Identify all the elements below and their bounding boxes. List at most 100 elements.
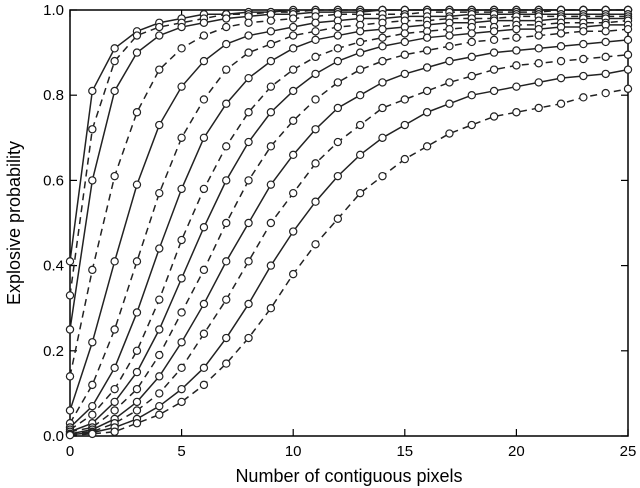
x-tick-label: 20 (508, 443, 525, 460)
data-point (65, 257, 75, 266)
data-point (199, 329, 209, 338)
data-point (601, 27, 610, 36)
data-point (155, 22, 164, 32)
data-point (155, 410, 164, 419)
data-point (199, 380, 209, 390)
data-point (489, 27, 499, 36)
data-point (467, 37, 476, 47)
data-point (132, 397, 142, 407)
series-8 (65, 16, 633, 434)
data-point (534, 103, 543, 113)
data-point (512, 82, 521, 91)
data-point (355, 48, 365, 57)
y-tick-label: 0.4 (43, 258, 64, 275)
data-point (489, 112, 499, 121)
series-line (69, 9, 628, 377)
axis-ticks (69, 9, 629, 437)
data-point (110, 406, 119, 415)
series-line (69, 9, 628, 296)
data-point (623, 35, 633, 45)
data-point (199, 299, 209, 309)
data-point (110, 257, 119, 266)
data-point (445, 78, 454, 87)
data-point (177, 397, 186, 407)
data-point (132, 367, 142, 377)
data-point (222, 218, 231, 228)
data-point (88, 380, 97, 390)
data-point (132, 384, 142, 394)
data-point (422, 86, 432, 96)
data-point (244, 176, 253, 185)
data-point (422, 108, 432, 117)
series-6 (65, 12, 633, 428)
data-point (177, 44, 186, 53)
data-point (88, 401, 97, 411)
series-line (69, 17, 628, 429)
data-point (222, 257, 231, 266)
data-point (110, 86, 119, 96)
series-14 (65, 84, 633, 440)
data-point (132, 346, 142, 355)
data-point (422, 142, 432, 151)
data-point (88, 410, 97, 419)
data-point (289, 150, 298, 160)
data-point (266, 304, 276, 313)
data-point (110, 171, 119, 181)
data-point (445, 129, 454, 138)
data-point (579, 54, 588, 64)
data-point (65, 406, 75, 415)
data-point (378, 171, 387, 181)
data-point (155, 120, 164, 130)
data-point (155, 188, 164, 198)
data-point (110, 325, 119, 334)
data-point (177, 184, 186, 194)
data-point (110, 56, 119, 66)
data-point (378, 24, 387, 34)
series-12 (65, 50, 633, 439)
data-point (623, 65, 633, 74)
data-point (132, 48, 142, 57)
data-point (311, 159, 320, 168)
data-point (177, 82, 186, 91)
data-point (467, 90, 476, 100)
data-point (445, 56, 454, 66)
data-point (556, 29, 566, 38)
data-point (355, 150, 365, 160)
series-line (69, 9, 628, 330)
data-point (155, 65, 164, 74)
x-tick-label: 25 (620, 443, 637, 460)
y-tick-label: 1.0 (43, 2, 64, 19)
data-point (177, 338, 186, 347)
data-point (311, 27, 320, 36)
data-point (534, 44, 543, 53)
y-tick-label: 0.2 (43, 343, 64, 360)
data-point (422, 46, 432, 55)
data-point (88, 125, 97, 134)
data-point (467, 52, 476, 62)
data-point (489, 35, 499, 45)
data-point (378, 42, 387, 51)
data-point (512, 24, 521, 34)
data-point (355, 65, 365, 74)
data-point (222, 295, 231, 304)
series-10 (65, 24, 633, 436)
x-tick-label: 5 (177, 443, 185, 460)
data-point (579, 93, 588, 102)
data-point (132, 180, 142, 189)
data-point (311, 69, 320, 79)
data-point (244, 137, 253, 147)
data-point (355, 90, 365, 100)
data-point (445, 31, 454, 40)
data-point (556, 99, 566, 108)
data-point (199, 18, 209, 27)
data-point (199, 223, 209, 232)
data-point (579, 39, 588, 49)
data-point (489, 48, 499, 57)
data-point (512, 61, 521, 70)
data-point (355, 188, 365, 198)
data-point (534, 78, 543, 87)
data-point (289, 14, 298, 23)
data-point (311, 197, 320, 206)
data-point (556, 42, 566, 51)
data-point (333, 103, 343, 113)
